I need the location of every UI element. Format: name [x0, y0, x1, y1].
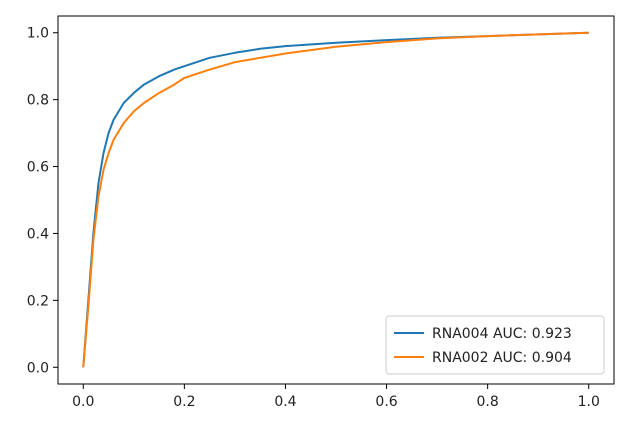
y-tick-label: 0.8 — [27, 93, 49, 109]
x-tick-label: 0.8 — [477, 394, 499, 410]
legend-label-2: RNA002 AUC: 0.904 — [432, 350, 572, 366]
legend-box — [385, 315, 605, 375]
series-line-1 — [82, 31, 589, 368]
plot-layer: 0.0 0.2 0.4 0.6 0.8 1.0 0.0 0.2 0.4 0.6 0.8 1.0 RNA0… — [27, 15, 615, 410]
y-tick-label: 0.2 — [27, 293, 49, 309]
x-tick-label: 0.0 — [72, 394, 94, 410]
x-tick-label: 1.0 — [578, 394, 600, 410]
series-line-2 — [82, 31, 589, 368]
x-tick-label: 0.6 — [375, 394, 397, 410]
y-tick-label: 1.0 — [27, 26, 49, 42]
legend: RNA004 AUC: 0.923 RNA002 AUC: 0.904 — [385, 315, 605, 375]
x-tick-label: 0.2 — [173, 394, 195, 410]
y-tick-label: 0.0 — [27, 360, 49, 376]
y-tick-label: 0.6 — [27, 160, 49, 176]
y-tick-label: 0.4 — [27, 226, 49, 242]
x-tick-label: 0.4 — [274, 394, 296, 410]
plot-frame — [57, 15, 615, 385]
legend-label-1: RNA004 AUC: 0.923 — [432, 326, 572, 342]
